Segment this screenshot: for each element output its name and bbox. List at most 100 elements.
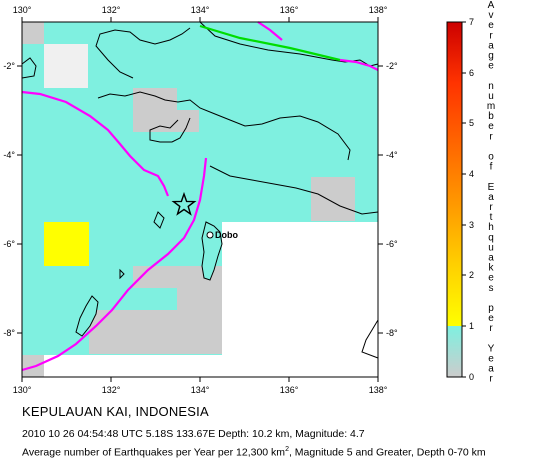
colorbar-title-char: e — [488, 273, 494, 284]
no-data-area — [44, 222, 378, 377]
colorbar-title-char: e — [488, 354, 494, 365]
lat-label: -4° — [386, 150, 398, 160]
lat-labels-right: -2° -4° -6° -8° — [386, 61, 398, 338]
lon-label: 130° — [13, 5, 32, 15]
colorbar-title-char: r — [489, 202, 493, 213]
colorbar-title-char: v — [489, 10, 494, 21]
colorbar-title-char: p — [488, 303, 494, 314]
colorbar-title-char: r — [489, 374, 493, 385]
colorbar-title-char: b — [488, 111, 494, 122]
lat-label: -6° — [386, 239, 398, 249]
lon-label: 138° — [369, 5, 388, 15]
lon-labels-bottom: 130° 132° 134° 136° 138° — [13, 385, 388, 395]
tanimbar-island — [75, 295, 99, 337]
coastlines — [21, 21, 379, 359]
lat-label: -2° — [386, 61, 398, 71]
colorbar-title-char: r — [489, 30, 493, 41]
colorbar-title-char: r — [489, 323, 493, 334]
plate-boundary-magenta — [21, 90, 170, 197]
colorbar-title-char: A — [488, 0, 495, 11]
colorbar-tick-label: 0 — [469, 372, 474, 382]
bird-neck-coast — [149, 117, 191, 143]
colorbar-ticks — [462, 21, 466, 378]
colorbar-title-char: k — [489, 263, 495, 274]
colorbar-title-char: e — [488, 121, 494, 132]
bintuni-bay-coast — [97, 91, 351, 161]
lat-label: -8° — [386, 328, 398, 338]
plate-boundary-trench — [21, 157, 208, 372]
colorbar-title-char: h — [488, 222, 494, 233]
region-title: KEPULAUAN KAI, INDONESIA — [22, 404, 209, 419]
colorbar-title-char: Y — [488, 343, 495, 354]
seram-island — [21, 57, 37, 79]
lat-axis — [17, 65, 383, 334]
colorbar-title-char: o — [488, 152, 494, 163]
colorbar-title-char: a — [488, 364, 494, 375]
city-marker — [206, 231, 214, 239]
colorbar-title-char: q — [488, 232, 494, 243]
lat-label: -2° — [3, 61, 15, 71]
area-unit-superscript: 2 — [285, 446, 289, 453]
lon-label: 132° — [102, 5, 121, 15]
colorbar: 0 1 2 3 4 5 6 7 AveragenumberofEarthquak… — [446, 0, 495, 385]
lon-label: 138° — [369, 385, 388, 395]
colorbar-title-char: u — [488, 91, 494, 102]
colorbar-title-char: a — [488, 192, 494, 203]
lon-label: 130° — [13, 385, 32, 395]
colorbar-title-char: a — [488, 253, 494, 264]
description-text: Average number of Earthquakes per Year p… — [22, 446, 286, 459]
plate-boundary-ne — [257, 21, 283, 41]
description-suffix: , Magnitude 5 and Greater, Depth 0-70 km — [288, 446, 486, 459]
high-rate-cell — [44, 222, 89, 266]
colorbar-title-char: s — [489, 283, 494, 294]
colorbar-tick-label: 7 — [469, 17, 474, 27]
city-label: Dobo — [215, 230, 238, 240]
colorbar-title-char: n — [488, 81, 494, 92]
map-description: Average number of Earthquakes per Year p… — [22, 446, 486, 459]
se-coast — [361, 319, 379, 359]
colorbar-title-char: e — [488, 313, 494, 324]
star-icon — [171, 191, 197, 216]
colorbar-title-char: e — [488, 20, 494, 31]
colorbar-low — [447, 326, 462, 377]
colorbar-tick-label: 1 — [469, 321, 474, 331]
event-details: 2010 10 26 04:54:48 UTC 5.18S 133.67E De… — [22, 428, 365, 440]
colorbar-frame — [446, 21, 463, 378]
colorbar-high — [447, 22, 462, 326]
zero-rate-cells — [22, 22, 355, 377]
colorbar-title-char: u — [488, 242, 494, 253]
lon-label: 136° — [280, 385, 299, 395]
colorbar-tick-label: 4 — [469, 169, 474, 179]
colorbar-title-char: f — [490, 162, 493, 173]
colorbar-title-char: m — [487, 101, 495, 112]
colorbar-tick-label: 3 — [469, 220, 474, 230]
colorbar-title-char: e — [488, 61, 494, 72]
lon-label: 136° — [280, 5, 299, 15]
colorbar-tick-label: 5 — [469, 118, 474, 128]
south-coast — [209, 165, 379, 215]
lat-label: -6° — [3, 239, 15, 249]
lat-label: -8° — [3, 328, 15, 338]
lon-label: 134° — [191, 5, 210, 15]
lon-axis — [21, 17, 379, 382]
colorbar-title-char: t — [490, 212, 493, 223]
colorbar-title-char: g — [488, 51, 494, 62]
west-papua-coast — [95, 21, 379, 79]
lon-labels-top: 130° 132° 134° 136° 138° — [13, 5, 388, 15]
colorbar-title-char: r — [489, 131, 493, 142]
colorbar-title-char: a — [488, 40, 494, 51]
kai-island — [153, 211, 165, 229]
lat-label: -4° — [3, 150, 15, 160]
lon-label: 132° — [102, 385, 121, 395]
plate-boundary-east — [339, 58, 379, 71]
transform-boundary — [199, 24, 341, 62]
map-area: Dobo — [21, 21, 379, 378]
colorbar-title-char: E — [488, 182, 495, 193]
small-island — [119, 268, 125, 280]
colorbar-tick-label: 6 — [469, 68, 474, 78]
lon-label: 134° — [191, 385, 210, 395]
lat-labels-left: -2° -4° -6° -8° — [3, 61, 15, 338]
colorbar-tick-label: 2 — [469, 270, 474, 280]
